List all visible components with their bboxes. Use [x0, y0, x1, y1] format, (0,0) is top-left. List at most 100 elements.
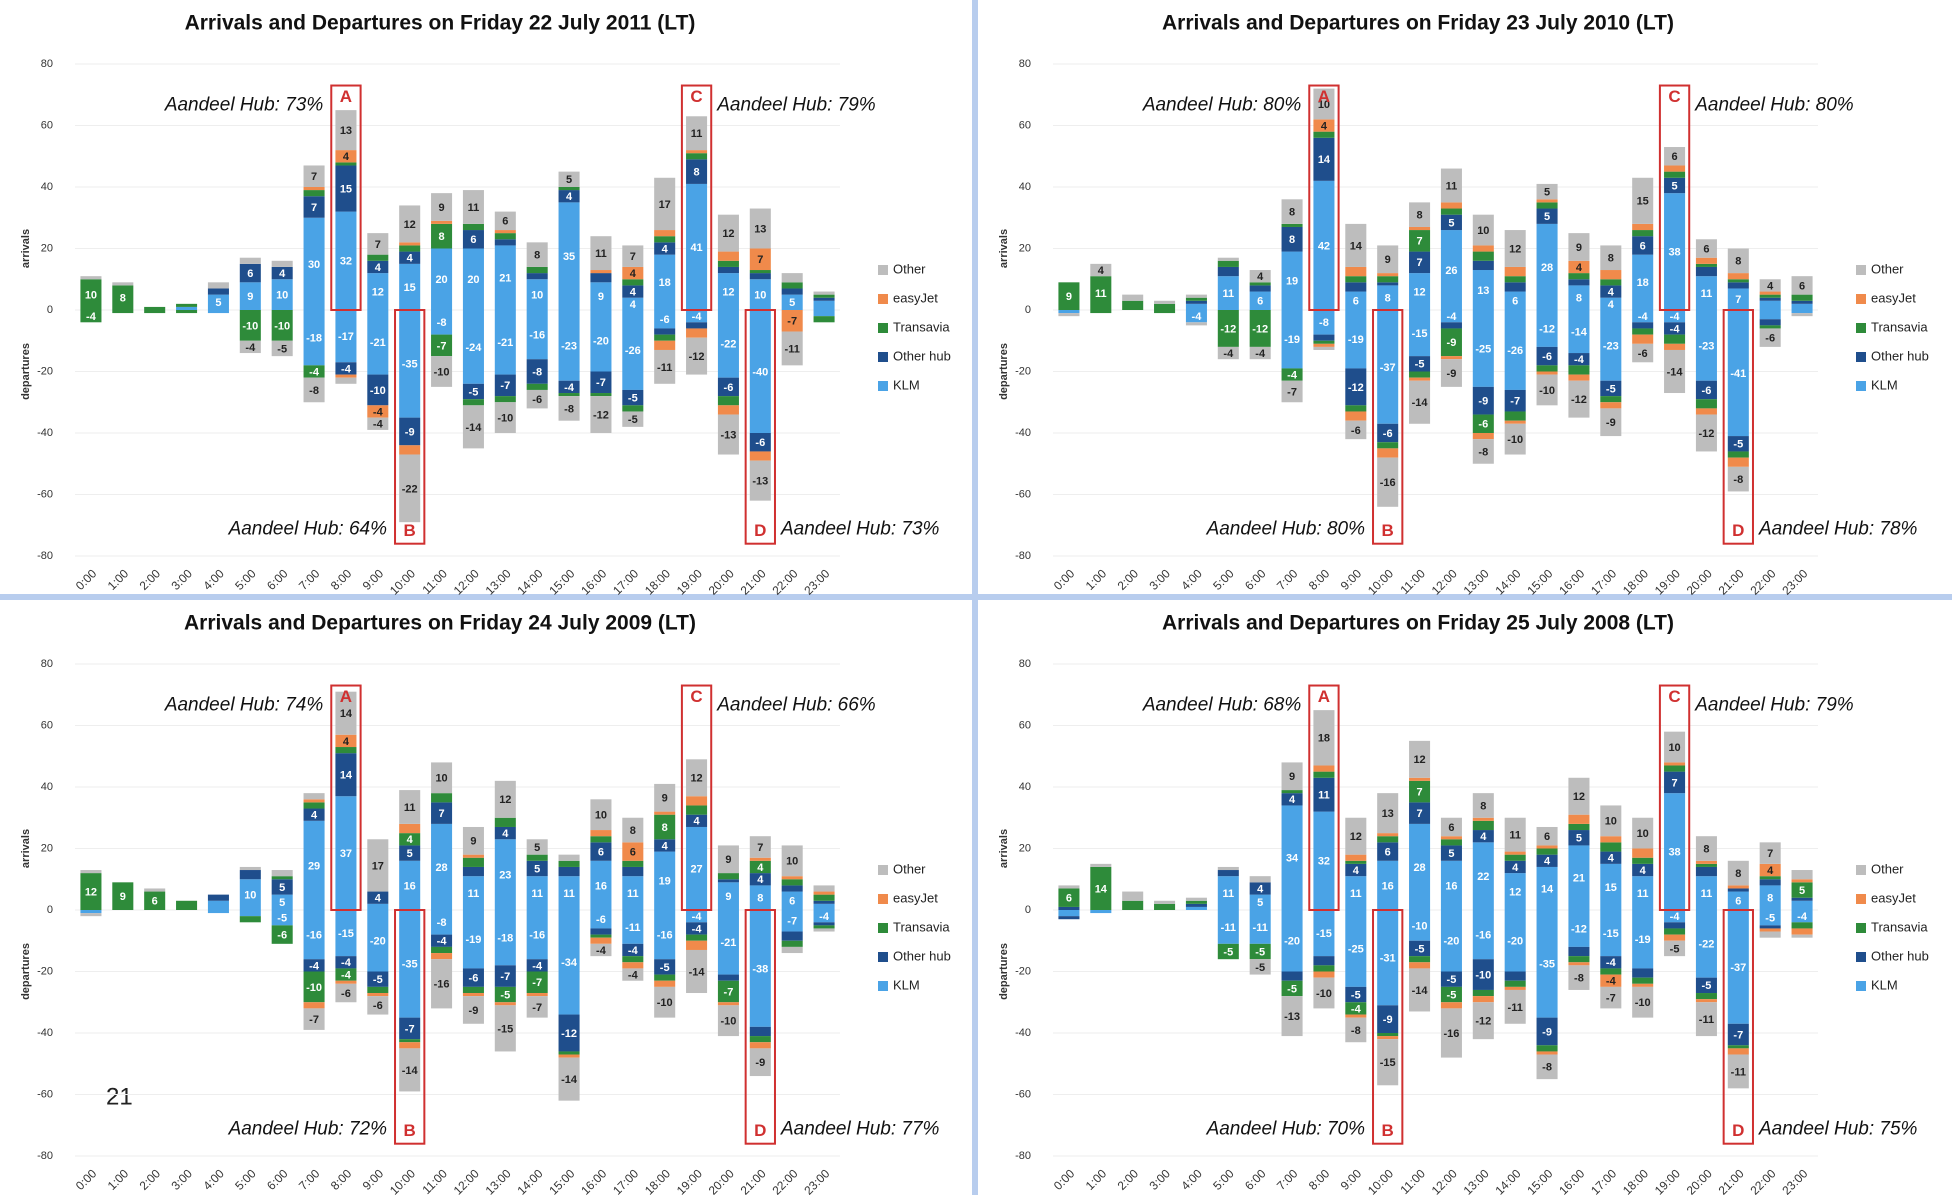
- x-tick-label: 16:00: [578, 566, 609, 597]
- bar-segment: [1791, 897, 1813, 901]
- data-label: 8: [1703, 843, 1709, 855]
- bar-segment: [622, 285, 644, 298]
- bar-segment: [749, 1036, 771, 1043]
- bar-segment: [462, 230, 484, 249]
- bar-segment: [1664, 731, 1686, 763]
- bar-segment: [749, 270, 771, 274]
- bar-segment: [1695, 239, 1717, 258]
- data-label: -4: [1797, 911, 1808, 923]
- bar-segment: [1281, 226, 1303, 252]
- bar-segment: [1600, 279, 1622, 286]
- data-label: 6: [1672, 151, 1678, 163]
- bar-segment: [781, 940, 803, 947]
- bar-segment: [335, 165, 357, 212]
- bar-segment: [1664, 334, 1686, 344]
- bar-segment: [303, 808, 325, 821]
- x-tick-label: 13:00: [483, 566, 514, 597]
- data-label: 7: [1417, 236, 1423, 248]
- bar-segment: [1377, 1039, 1399, 1086]
- legend-label: Transavia: [1871, 919, 1928, 934]
- bar-segment: [1377, 836, 1399, 843]
- bar-segment: [494, 239, 516, 246]
- bar-segment: [1472, 245, 1494, 252]
- bar-segment: [1281, 199, 1303, 224]
- x-tick-label: 3:00: [169, 566, 196, 593]
- x-tick-label: 4:00: [1178, 1166, 1205, 1193]
- data-label: 9: [1289, 771, 1295, 783]
- bar-segment: [622, 405, 644, 412]
- bar-segment: [1632, 857, 1654, 864]
- data-label: -7: [405, 1023, 415, 1035]
- data-label: -20: [1507, 936, 1523, 948]
- bar-segment: [1249, 943, 1271, 960]
- hub-share-annotation: Aandeel Hub: 66%: [716, 695, 876, 716]
- bar-segment: [717, 910, 739, 975]
- bar-segment: [813, 903, 835, 910]
- bar-segment: [622, 279, 644, 286]
- data-label: 4: [375, 893, 382, 905]
- bar-segment: [1600, 956, 1622, 969]
- bar-segment: [367, 986, 389, 994]
- data-label: -35: [402, 959, 418, 971]
- box-letter: B: [404, 1121, 416, 1140]
- bar-segment: [1504, 873, 1526, 910]
- bar-segment: [335, 211, 357, 310]
- data-label: -35: [1539, 959, 1555, 971]
- bar-segment: [1727, 457, 1749, 467]
- data-label: -4: [1574, 354, 1585, 366]
- bar-segment: [781, 288, 803, 295]
- bar-segment: [1791, 900, 1813, 910]
- data-label: 4: [1767, 865, 1774, 877]
- data-label: 32: [1318, 856, 1330, 868]
- bar-segment: [686, 922, 708, 935]
- bar-segment: [399, 251, 421, 264]
- bar-segment: [1058, 310, 1080, 314]
- x-tick-label: 7:00: [1274, 1166, 1301, 1193]
- bar-segment: [558, 1054, 580, 1058]
- bar-segment: [749, 873, 771, 886]
- bar-segment: [1568, 260, 1590, 274]
- bar-segment: [686, 940, 708, 950]
- bar-segment: [303, 799, 325, 803]
- bar-segment: [335, 377, 357, 384]
- bar-segment: [1249, 346, 1271, 360]
- bar-segment: [1440, 1008, 1462, 1058]
- x-tick-label: 10:00: [1365, 1166, 1396, 1195]
- bar-segment: [749, 248, 771, 271]
- x-tick-label: 18:00: [1620, 1166, 1651, 1195]
- y-tick-label: 40: [41, 781, 53, 793]
- data-label: -17: [338, 331, 354, 343]
- y-tick-label: -40: [37, 1027, 53, 1039]
- hub-share-annotation: Aandeel Hub: 68%: [1142, 695, 1302, 716]
- data-label: 11: [1509, 830, 1521, 842]
- bar-segment: [1536, 202, 1558, 209]
- data-label: -25: [1348, 943, 1364, 955]
- bar-segment: [494, 374, 516, 397]
- bar-segment: [1345, 310, 1367, 369]
- bar-segment: [526, 876, 548, 910]
- box-letter: A: [1318, 87, 1330, 106]
- bar-segment: [494, 310, 516, 375]
- bar-segment: [1313, 910, 1335, 957]
- x-tick-label: 2:00: [137, 1166, 164, 1193]
- bar-segment: [1695, 257, 1717, 264]
- hub-share-annotation: Aandeel Hub: 70%: [1206, 1119, 1366, 1140]
- data-label: 6: [1640, 240, 1646, 252]
- bar-segment: [558, 1051, 580, 1055]
- data-label: 8: [534, 250, 540, 262]
- bar-segment: [1504, 276, 1526, 283]
- data-label: 6: [630, 846, 636, 858]
- y-axis-label: arrivals: [20, 229, 32, 268]
- bar-segment: [1791, 928, 1813, 935]
- data-label: -9: [405, 426, 415, 438]
- data-label: 20: [435, 274, 447, 286]
- x-tick-label: 22:00: [769, 1166, 800, 1195]
- bar-segment: [1345, 876, 1367, 910]
- data-label: 9: [598, 291, 604, 303]
- bar-segment: [686, 328, 708, 338]
- bar-segment: [590, 842, 612, 861]
- highlight-box: [1372, 309, 1404, 545]
- bar-segment: [303, 802, 325, 809]
- y-tick-label: 60: [41, 119, 53, 131]
- data-label: -12: [1348, 382, 1364, 394]
